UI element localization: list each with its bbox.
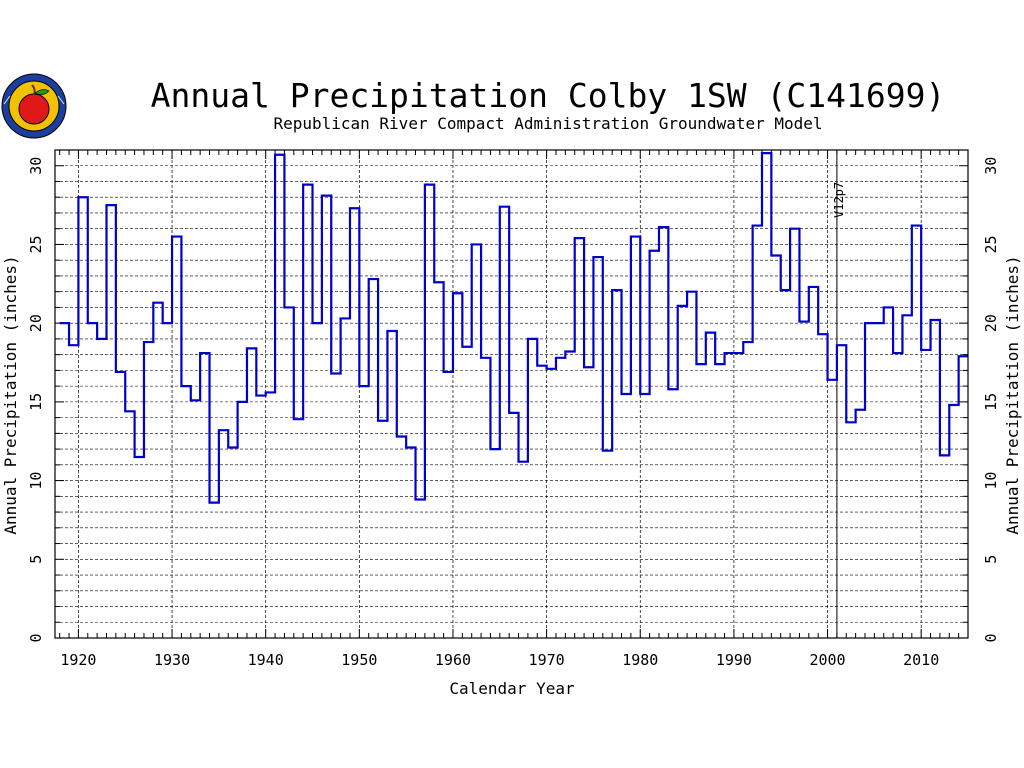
logo-seal: [1, 73, 67, 139]
chart-subtitle: Republican River Compact Administration …: [273, 114, 822, 133]
y-tick-labels-right: 0 5 10 15 20 25 30: [982, 157, 1000, 643]
grid: [55, 150, 968, 638]
y-tick-label-right: 30: [982, 157, 1000, 175]
chart-title: Annual Precipitation Colby 1SW (C141699): [151, 76, 946, 115]
y-tick-label-left: 20: [27, 314, 45, 332]
x-tick-label: 1960: [435, 651, 471, 669]
y-tick-label-left: 30: [27, 157, 45, 175]
x-tick-label: 2000: [809, 651, 845, 669]
y-tick-label-right: 15: [982, 393, 1000, 411]
y-tick-label-left: 5: [27, 555, 45, 564]
axis-ticks: [55, 149, 969, 639]
series-step-line: [59, 152, 968, 504]
y-tick-label-left: 25: [27, 235, 45, 253]
x-tick-label: 1980: [622, 651, 658, 669]
x-tick-label: 2010: [903, 651, 939, 669]
x-tick-label: 1920: [60, 651, 96, 669]
x-axis-label: Calendar Year: [449, 679, 575, 698]
y-tick-label-left: 0: [27, 633, 45, 642]
x-tick-label: 1950: [341, 651, 377, 669]
y-tick-label-right: 5: [982, 555, 1000, 564]
plot-frame: [54, 149, 969, 639]
x-tick-label: 1940: [248, 651, 284, 669]
y-tick-labels-left: 0 5 10 15 20 25 30: [27, 157, 45, 643]
x-tick-label: 1990: [716, 651, 752, 669]
y-tick-label-right: 0: [982, 633, 1000, 642]
y-tick-label-right: 20: [982, 314, 1000, 332]
annotation-label: V12p7: [832, 182, 846, 218]
y-tick-label-right: 25: [982, 235, 1000, 253]
y-tick-label-left: 15: [27, 393, 45, 411]
y-tick-label-left: 10: [27, 472, 45, 490]
x-tick-labels: 1920 1930 1940 1950 1960 1970 1980 1990 2000 2010: [60, 651, 939, 669]
y-tick-label-right: 10: [982, 472, 1000, 490]
y-axis-label-left: Annual Precipitation (inches): [1, 255, 20, 534]
y-axis-label-right: Annual Precipitation (inches): [1003, 255, 1022, 534]
x-tick-label: 1970: [529, 651, 565, 669]
x-tick-label: 1930: [154, 651, 190, 669]
